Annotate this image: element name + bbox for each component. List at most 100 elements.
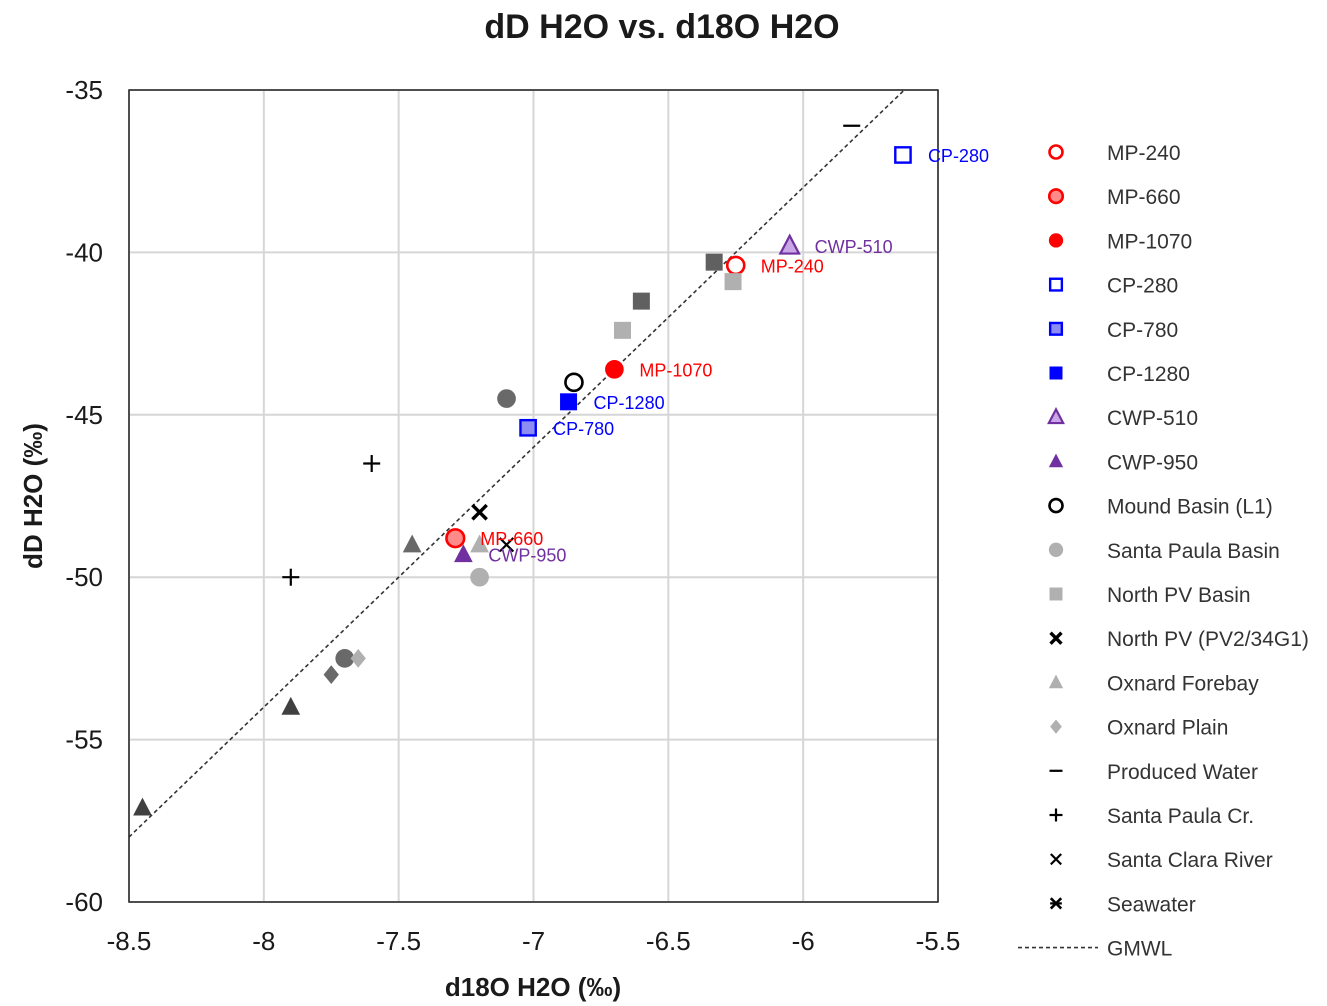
legend-marker	[1050, 853, 1062, 866]
legend-marker	[1048, 497, 1064, 514]
legend-item-oxnard-forebay: Oxnard Forebay	[1048, 672, 1259, 695]
point-label-cwp-950: CWP-950	[488, 545, 566, 565]
point-label-cwp-510: CWP-510	[815, 237, 893, 257]
point-cwp-510	[778, 233, 801, 255]
legend-marker	[1047, 188, 1065, 205]
legend-marker	[1049, 631, 1063, 645]
legend-label: CP-280	[1107, 275, 1178, 298]
legend-label: MP-1070	[1107, 230, 1192, 253]
point-cp-780	[519, 418, 537, 437]
point-labels: MP-240 MP-660 MP-1070 CP-280 CP-780 CP-1280 CW…	[480, 146, 989, 566]
x-tick-label: -7	[522, 926, 545, 956]
point-santa-clara-river	[498, 537, 515, 553]
legend-label: CWP-510	[1107, 407, 1198, 430]
legend-label: MP-240	[1107, 142, 1181, 165]
point-north-pv-basin	[632, 292, 650, 310]
chart-title: dD H2O vs. d18O H2O	[484, 8, 839, 46]
point-oxnard-forebay	[470, 534, 489, 553]
legend-item-cwp-950: CWP-950	[1048, 451, 1198, 474]
legend-label: North PV Basin	[1107, 584, 1251, 607]
legend-label: Oxnard Forebay	[1107, 672, 1259, 695]
x-tick-label: -5.5	[916, 926, 961, 956]
y-tick-label: -55	[65, 725, 103, 755]
legend-item-north-pv-basin: North PV Basin	[1049, 584, 1251, 607]
y-tick-label: -50	[65, 562, 103, 592]
point-cwp-950	[454, 544, 473, 563]
point-oxnard-forebay	[133, 797, 152, 816]
legend-label: Seawater	[1107, 893, 1196, 916]
y-tick-label: -60	[65, 887, 103, 917]
legend-marker	[1049, 587, 1063, 601]
plot-area-border	[128, 89, 939, 903]
gmwl-dashed-line	[128, 89, 905, 838]
legend-item-mp-240: MP-240	[1048, 142, 1181, 165]
point-label-mp-240: MP-240	[761, 256, 824, 276]
point-label-mp-1070: MP-1070	[639, 360, 712, 380]
legend-marker	[1048, 321, 1064, 336]
legend-marker	[1048, 674, 1064, 689]
point-santa-paula-cr	[282, 568, 300, 586]
point-north-pv-basin	[613, 321, 631, 339]
legend-item-mp-660: MP-660	[1047, 186, 1181, 209]
legend-label: Oxnard Plain	[1107, 717, 1228, 740]
point-label-cp-280: CP-280	[928, 146, 989, 166]
legend-marker	[1048, 453, 1064, 468]
legend-item-seawater: Seawater	[1049, 893, 1196, 916]
legend-item-santa-clara-river: Santa Clara River	[1050, 849, 1273, 872]
point-oxnard-forebay	[281, 696, 301, 715]
legend-label: CP-1280	[1107, 363, 1190, 386]
x-tick-label: -6	[792, 926, 815, 956]
x-tick-label: -8.5	[107, 926, 152, 956]
point-santa-paula-basin	[335, 649, 355, 668]
legend-label: CWP-950	[1107, 451, 1198, 474]
legend-label: Mound Basin (L1)	[1107, 496, 1273, 519]
point-oxnard-plain	[350, 649, 366, 668]
point-santa-paula-cr	[363, 455, 381, 473]
point-mp-240	[725, 255, 746, 276]
legend-marker	[1047, 407, 1065, 425]
legend-label: CP-780	[1107, 319, 1178, 342]
legend-item-produced-water: Produced Water	[1049, 761, 1258, 784]
legend-label: Santa Paula Basin	[1107, 540, 1280, 563]
legend-marker	[1049, 897, 1063, 910]
x-axis-ticks: -8.5 -8 -7.5 -7 -6.5 -6 -5.5	[107, 926, 961, 956]
data-points	[133, 124, 912, 816]
y-axis-title: dD H2O (‰)	[18, 423, 48, 569]
legend-label: GMWL	[1107, 938, 1172, 961]
point-oxnard-plain	[323, 665, 339, 684]
point-north-pv-basin	[724, 273, 742, 291]
y-tick-label: -35	[65, 75, 103, 105]
y-axis-ticks: -35 -40 -45 -50 -55 -60	[65, 75, 103, 917]
legend-item-santa-paula-cr: Santa Paula Cr.	[1049, 805, 1254, 828]
legend-item-mp-1070: MP-1070	[1048, 230, 1192, 253]
point-mound-basin-l1	[564, 372, 584, 393]
legend-label: Santa Clara River	[1107, 849, 1273, 872]
point-cp-1280	[560, 393, 578, 411]
legend-item-north-pv-pv2-34g1: North PV (PV2/34G1)	[1049, 628, 1309, 651]
legend-marker	[1049, 366, 1063, 380]
point-santa-paula-basin	[470, 567, 489, 587]
legend-label: Santa Paula Cr.	[1107, 805, 1254, 828]
legend: MP-240 MP-660 MP-1070 CP-280 CP-780 CP-1280 CW…	[1018, 142, 1309, 961]
point-north-pv-basin	[705, 253, 723, 271]
legend-item-cp-1280: CP-1280	[1049, 363, 1190, 386]
legend-marker	[1048, 233, 1064, 248]
legend-item-santa-paula-basin: Santa Paula Basin	[1048, 540, 1280, 563]
legend-marker	[1048, 542, 1064, 557]
x-axis-title: d18O H2O (‰)	[445, 972, 621, 1002]
grid-lines	[128, 89, 939, 903]
legend-item-cp-780: CP-780	[1048, 319, 1178, 342]
legend-label: Produced Water	[1107, 761, 1258, 784]
legend-item-gmwl: GMWL	[1018, 938, 1172, 961]
y-tick-label: -40	[65, 237, 103, 267]
point-mp-660	[445, 528, 466, 549]
legend-marker	[1048, 144, 1064, 160]
point-label-mp-660: MP-660	[480, 529, 543, 549]
x-tick-label: -6.5	[646, 926, 691, 956]
gmwl-line	[128, 89, 905, 838]
point-oxnard-forebay	[402, 534, 422, 553]
point-north-pv-pv2-34g1	[471, 503, 488, 521]
y-tick-label: -45	[65, 400, 103, 430]
x-tick-label: -7.5	[376, 926, 421, 956]
